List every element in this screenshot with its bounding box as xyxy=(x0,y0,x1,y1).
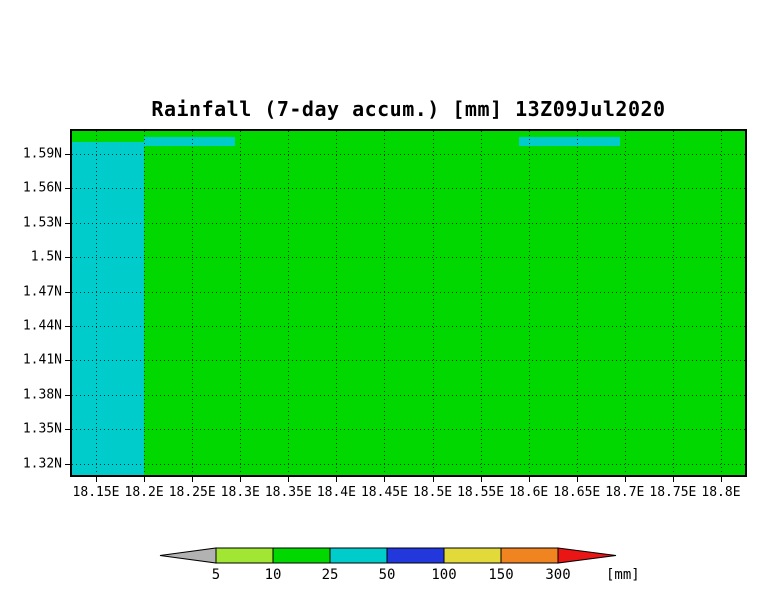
x-tick-mark xyxy=(384,477,386,482)
x-gridline xyxy=(432,131,434,475)
colorbar-segment-3: 25-50 mm xyxy=(329,547,388,564)
x-gridline xyxy=(288,131,290,475)
y-axis: 1.59N 1.56N 1.53N 1.5N 1.47N 1.44N 1.41N 1.38N 1… xyxy=(0,131,70,475)
x-tick-mark xyxy=(240,477,242,482)
y-gridline xyxy=(72,429,745,431)
x-tick-mark xyxy=(144,477,146,482)
chart-title: Rainfall (7-day accum.) [mm] 13Z09Jul202… xyxy=(151,97,666,121)
x-tick-mark xyxy=(288,477,290,482)
y-tick-mark xyxy=(65,257,70,259)
x-tick-mark xyxy=(624,477,626,482)
x-gridline xyxy=(192,131,194,475)
x-tick-label: 18.65E xyxy=(553,485,601,500)
y-gridline xyxy=(72,360,745,362)
plot-area xyxy=(70,129,747,477)
rainfall-region-2 xyxy=(519,137,620,147)
colorbar-tick-label: 50 xyxy=(379,567,396,583)
colorbar-tick-label: 25 xyxy=(322,567,339,583)
x-gridline xyxy=(480,131,482,475)
x-tick-label: 18.7E xyxy=(605,485,645,500)
x-axis: 18.15E 18.2E 18.25E 18.3E 18.35E 18.4E 18.45E 1… xyxy=(72,477,745,503)
y-tick-label: 1.5N xyxy=(30,249,62,265)
colorbar-segment-2: 10-25 mm xyxy=(272,547,331,564)
colorbar-segment-5: 100-150 mm xyxy=(443,547,502,564)
rainfall-region-1 xyxy=(144,137,236,147)
x-tick-mark xyxy=(672,477,674,482)
x-tick-label: 18.8E xyxy=(701,485,741,500)
x-tick-mark xyxy=(336,477,338,482)
colorbar-tick-label: 10 xyxy=(265,567,282,583)
y-tick-label: 1.44N xyxy=(22,318,62,334)
colorbar: <5 mm5-10 mm10-25 mm25-50 mm50-100 mm100… xyxy=(158,547,668,585)
x-tick-label: 18.55E xyxy=(457,485,505,500)
colorbar-segment-0: <5 mm xyxy=(159,547,217,564)
y-gridline xyxy=(72,257,745,259)
x-gridline xyxy=(720,131,722,475)
y-tick-mark xyxy=(65,394,70,396)
y-tick-mark xyxy=(65,188,70,190)
x-gridline xyxy=(144,131,146,475)
x-tick-label: 18.3E xyxy=(220,485,260,500)
y-tick-label: 1.41N xyxy=(22,352,62,368)
x-gridline xyxy=(240,131,242,475)
x-tick-label: 18.2E xyxy=(124,485,164,500)
y-tick-label: 1.35N xyxy=(22,421,62,437)
x-gridline xyxy=(576,131,578,475)
x-tick-label: 18.4E xyxy=(316,485,356,500)
y-tick-mark xyxy=(65,360,70,362)
x-tick-mark xyxy=(192,477,194,482)
x-tick-mark xyxy=(576,477,578,482)
x-tick-label: 18.25E xyxy=(168,485,216,500)
y-tick-mark xyxy=(65,429,70,431)
y-tick-mark xyxy=(65,222,70,224)
colorbar-segment-4: 50-100 mm xyxy=(386,547,445,564)
x-tick-mark xyxy=(720,477,722,482)
x-tick-mark xyxy=(432,477,434,482)
x-tick-label: 18.35E xyxy=(264,485,312,500)
y-tick-label: 1.32N xyxy=(22,456,62,472)
colorbar-tick-label: 100 xyxy=(431,567,456,583)
y-tick-label: 1.47N xyxy=(22,284,62,300)
colorbar-tick-label: 5 xyxy=(212,567,220,583)
x-gridline xyxy=(528,131,530,475)
x-tick-label: 18.6E xyxy=(509,485,549,500)
colorbar-segment-7: >300 mm xyxy=(557,547,617,564)
x-gridline xyxy=(336,131,338,475)
y-tick-mark xyxy=(65,153,70,155)
colorbar-tick-label: 150 xyxy=(488,567,513,583)
x-tick-mark xyxy=(528,477,530,482)
colorbar-unit-label: [mm] xyxy=(606,567,640,583)
y-gridline xyxy=(72,222,745,224)
x-tick-label: 18.75E xyxy=(649,485,697,500)
rainfall-region-0 xyxy=(72,141,145,475)
y-tick-mark xyxy=(65,463,70,465)
y-tick-label: 1.56N xyxy=(22,180,62,196)
x-tick-mark xyxy=(480,477,482,482)
x-gridline xyxy=(672,131,674,475)
x-tick-label: 18.5E xyxy=(412,485,453,500)
x-tick-label: 18.15E xyxy=(72,485,120,500)
x-tick-mark xyxy=(96,477,98,482)
y-tick-label: 1.59N xyxy=(22,146,62,162)
y-gridline xyxy=(72,153,745,155)
x-tick-label: 18.45E xyxy=(360,485,408,500)
colorbar-tick-label: 300 xyxy=(545,567,570,583)
x-gridline xyxy=(384,131,386,475)
x-gridline xyxy=(96,131,98,475)
colorbar-segment-6: 150-300 mm xyxy=(500,547,559,564)
y-tick-mark xyxy=(65,325,70,327)
y-gridline xyxy=(72,188,745,190)
y-gridline xyxy=(72,463,745,465)
y-tick-mark xyxy=(65,291,70,293)
y-tick-label: 1.53N xyxy=(22,215,62,231)
colorbar-svg: <5 mm5-10 mm10-25 mm25-50 mm50-100 mm100… xyxy=(159,547,640,583)
y-tick-label: 1.38N xyxy=(22,387,62,403)
y-gridline xyxy=(72,325,745,327)
colorbar-segment-1: 5-10 mm xyxy=(215,547,274,564)
y-gridline xyxy=(72,394,745,396)
x-gridline xyxy=(624,131,626,475)
y-gridline xyxy=(72,291,745,293)
